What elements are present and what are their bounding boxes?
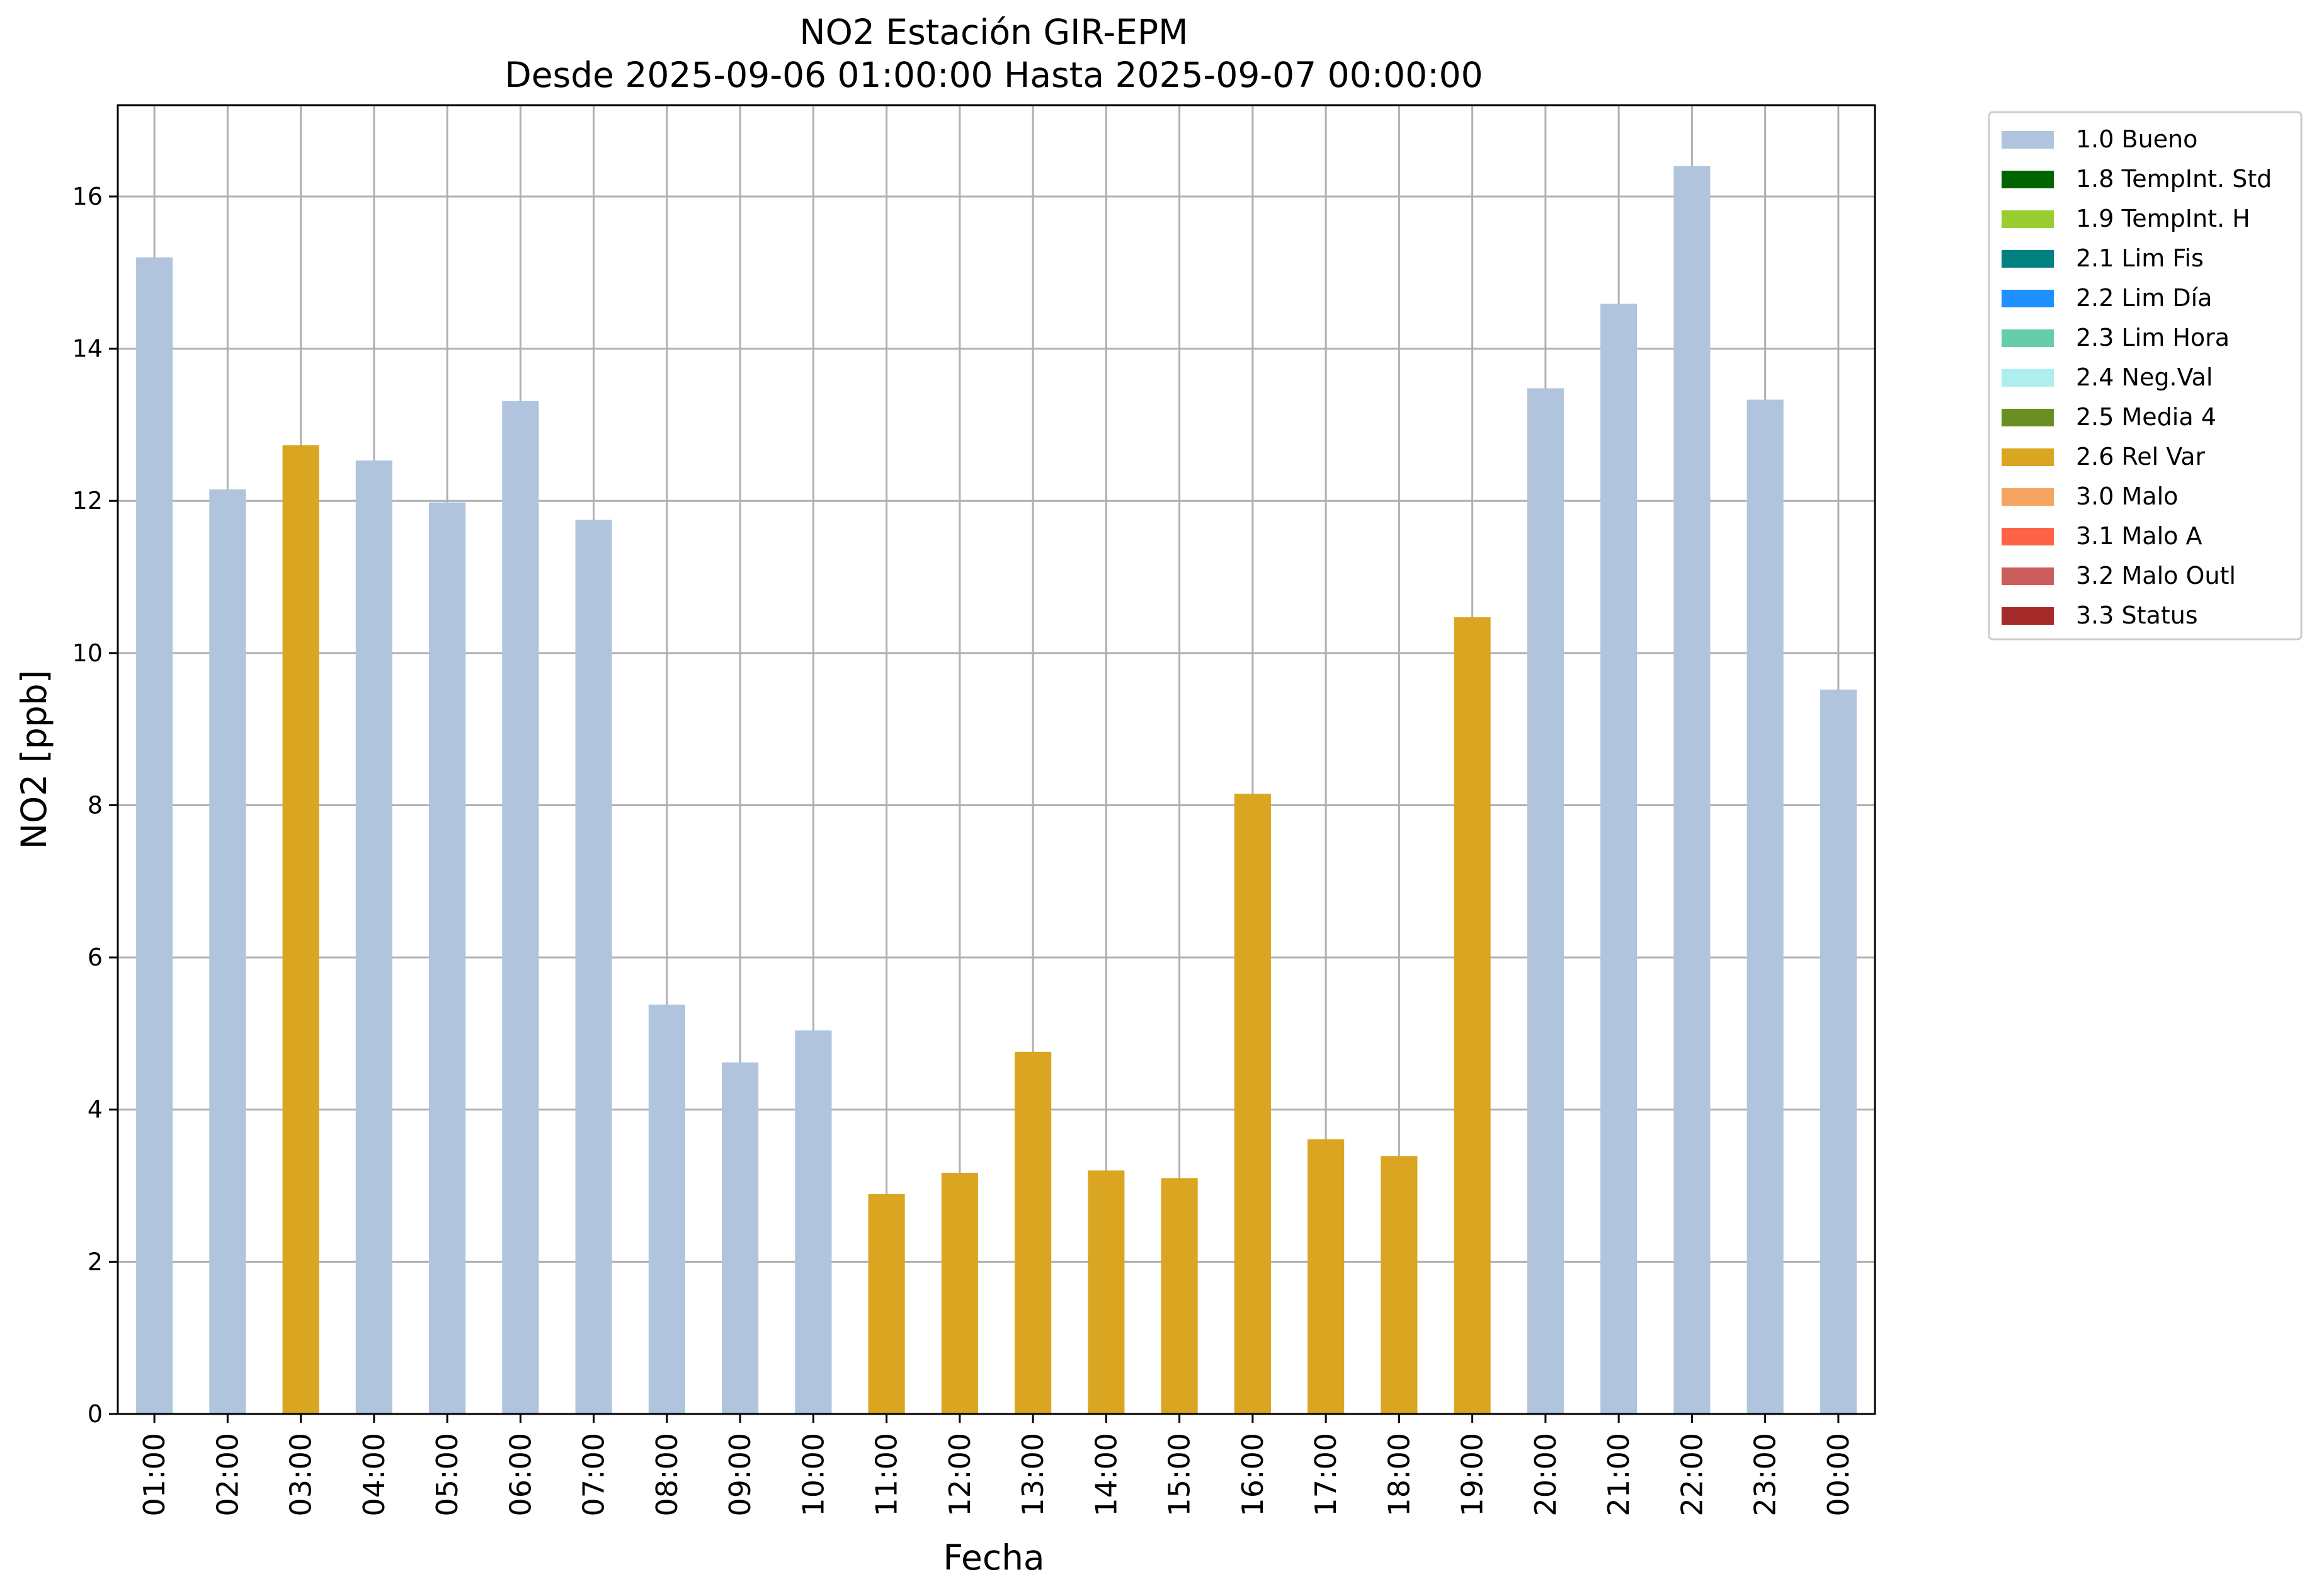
bar-1400 [1088, 1170, 1125, 1414]
legend-box [1988, 111, 2303, 641]
bar-0300 [282, 445, 319, 1415]
y-tick-label: 14 [72, 335, 103, 363]
legend-swatch [2002, 567, 2054, 585]
bar-1200 [941, 1173, 978, 1414]
bar-1700 [1308, 1139, 1345, 1414]
legend-swatch [2002, 210, 2054, 228]
x-tick-label: 13:00 [1016, 1433, 1050, 1517]
x-tick-label: 21:00 [1602, 1433, 1636, 1517]
bar-0100 [136, 257, 173, 1414]
legend-label: 1.0 Bueno [2076, 125, 2197, 153]
x-tick-label: 04:00 [357, 1433, 391, 1517]
x-tick-label: 20:00 [1529, 1433, 1563, 1517]
bar-0000 [1820, 689, 1857, 1414]
x-tick-label: 15:00 [1163, 1433, 1197, 1517]
bar-0900 [722, 1062, 759, 1414]
bar-0600 [502, 401, 539, 1414]
x-tick-label: 10:00 [796, 1433, 830, 1517]
chart-title: NO2 Estación GIR-EPM [799, 12, 1188, 52]
legend-label: 2.5 Media 4 [2076, 403, 2216, 431]
legend-label: 3.1 Malo A [2076, 522, 2202, 550]
bar-1100 [868, 1194, 905, 1414]
x-axis-label: Fecha [943, 1537, 1044, 1578]
legend-swatch [2002, 528, 2054, 545]
bar-0400 [355, 460, 392, 1414]
legend-swatch [2002, 171, 2054, 188]
x-tick-label: 12:00 [943, 1433, 977, 1517]
legend-swatch [2002, 488, 2054, 506]
bar-1500 [1161, 1178, 1198, 1414]
x-tick-label: 03:00 [284, 1433, 318, 1517]
legend-swatch [2002, 131, 2054, 149]
bar-2300 [1746, 399, 1784, 1414]
x-tick-label: 16:00 [1236, 1433, 1270, 1517]
bar-2000 [1527, 388, 1564, 1414]
y-tick-label: 12 [72, 487, 103, 515]
bar-0200 [209, 489, 246, 1414]
y-tick-label: 4 [88, 1096, 103, 1124]
y-tick-label: 8 [88, 791, 103, 819]
x-tick-label: 18:00 [1382, 1433, 1416, 1517]
legend-label: 2.3 Lim Hora [2076, 324, 2230, 351]
y-axis-ticks: 0 2 4 6 8 10 12 14 16 [72, 183, 118, 1428]
legend-label: 1.9 TempInt. H [2076, 205, 2250, 232]
bar-1600 [1234, 794, 1271, 1414]
x-tick-label: 09:00 [723, 1433, 757, 1517]
bar-1000 [795, 1030, 832, 1414]
legend-label: 1.8 TempInt. Std [2076, 165, 2272, 193]
x-tick-label: 14:00 [1089, 1433, 1123, 1517]
bar-0700 [575, 520, 612, 1414]
y-axis-label: NO2 [ppb] [14, 670, 54, 850]
bar-1300 [1015, 1051, 1052, 1414]
legend-label: 3.2 Malo Outl [2076, 562, 2236, 590]
y-tick-label: 10 [72, 639, 103, 667]
legend-label: 2.4 Neg.Val [2076, 363, 2213, 391]
x-tick-label: 00:00 [1821, 1433, 1855, 1517]
x-tick-label: 01:00 [137, 1433, 171, 1517]
bar-0800 [648, 1005, 685, 1414]
legend-swatch [2002, 448, 2054, 466]
legend-label: 2.6 Rel Var [2076, 443, 2206, 470]
legend-swatch [2002, 369, 2054, 387]
bars-group [136, 166, 1857, 1415]
x-tick-label: 02:00 [210, 1433, 244, 1517]
chart-subtitle: Desde 2025-09-06 01:00:00 Hasta 2025-09-… [504, 55, 1483, 95]
legend-label: 3.0 Malo [2076, 482, 2178, 510]
x-tick-label: 08:00 [650, 1433, 684, 1517]
x-tick-label: 11:00 [870, 1433, 904, 1517]
bar-0500 [429, 502, 466, 1414]
legend-label: 3.3 Status [2076, 601, 2198, 629]
y-tick-label: 2 [88, 1248, 103, 1275]
x-axis-ticks: 01:00 02:00 03:00 04:00 05:00 06:00 07:00 08:00… [137, 1414, 1855, 1517]
x-tick-label: 23:00 [1748, 1433, 1782, 1517]
x-tick-label: 17:00 [1309, 1433, 1343, 1517]
bar-1900 [1454, 617, 1491, 1414]
bar-1800 [1381, 1156, 1418, 1414]
y-tick-label: 0 [88, 1400, 103, 1428]
x-tick-label: 19:00 [1456, 1433, 1490, 1517]
x-tick-label: 06:00 [503, 1433, 537, 1517]
x-tick-label: 05:00 [430, 1433, 464, 1517]
x-tick-label: 22:00 [1675, 1433, 1709, 1517]
legend-swatch [2002, 250, 2054, 268]
plot-frame [117, 104, 1876, 1415]
bar-2200 [1673, 166, 1711, 1415]
legend-swatch [2002, 329, 2054, 347]
legend-swatch [2002, 409, 2054, 426]
legend-swatch [2002, 607, 2054, 625]
legend-label: 2.2 Lim Día [2076, 284, 2212, 312]
x-tick-label: 07:00 [577, 1433, 611, 1517]
bar-2100 [1600, 304, 1638, 1414]
y-tick-label: 16 [72, 183, 103, 210]
legend: 1.0 Bueno 1.8 TempInt. Std 1.9 TempInt. H 2… [1988, 111, 2303, 641]
legend-label: 2.1 Lim Fis [2076, 244, 2204, 272]
y-tick-label: 6 [88, 943, 103, 971]
legend-swatch [2002, 290, 2054, 307]
